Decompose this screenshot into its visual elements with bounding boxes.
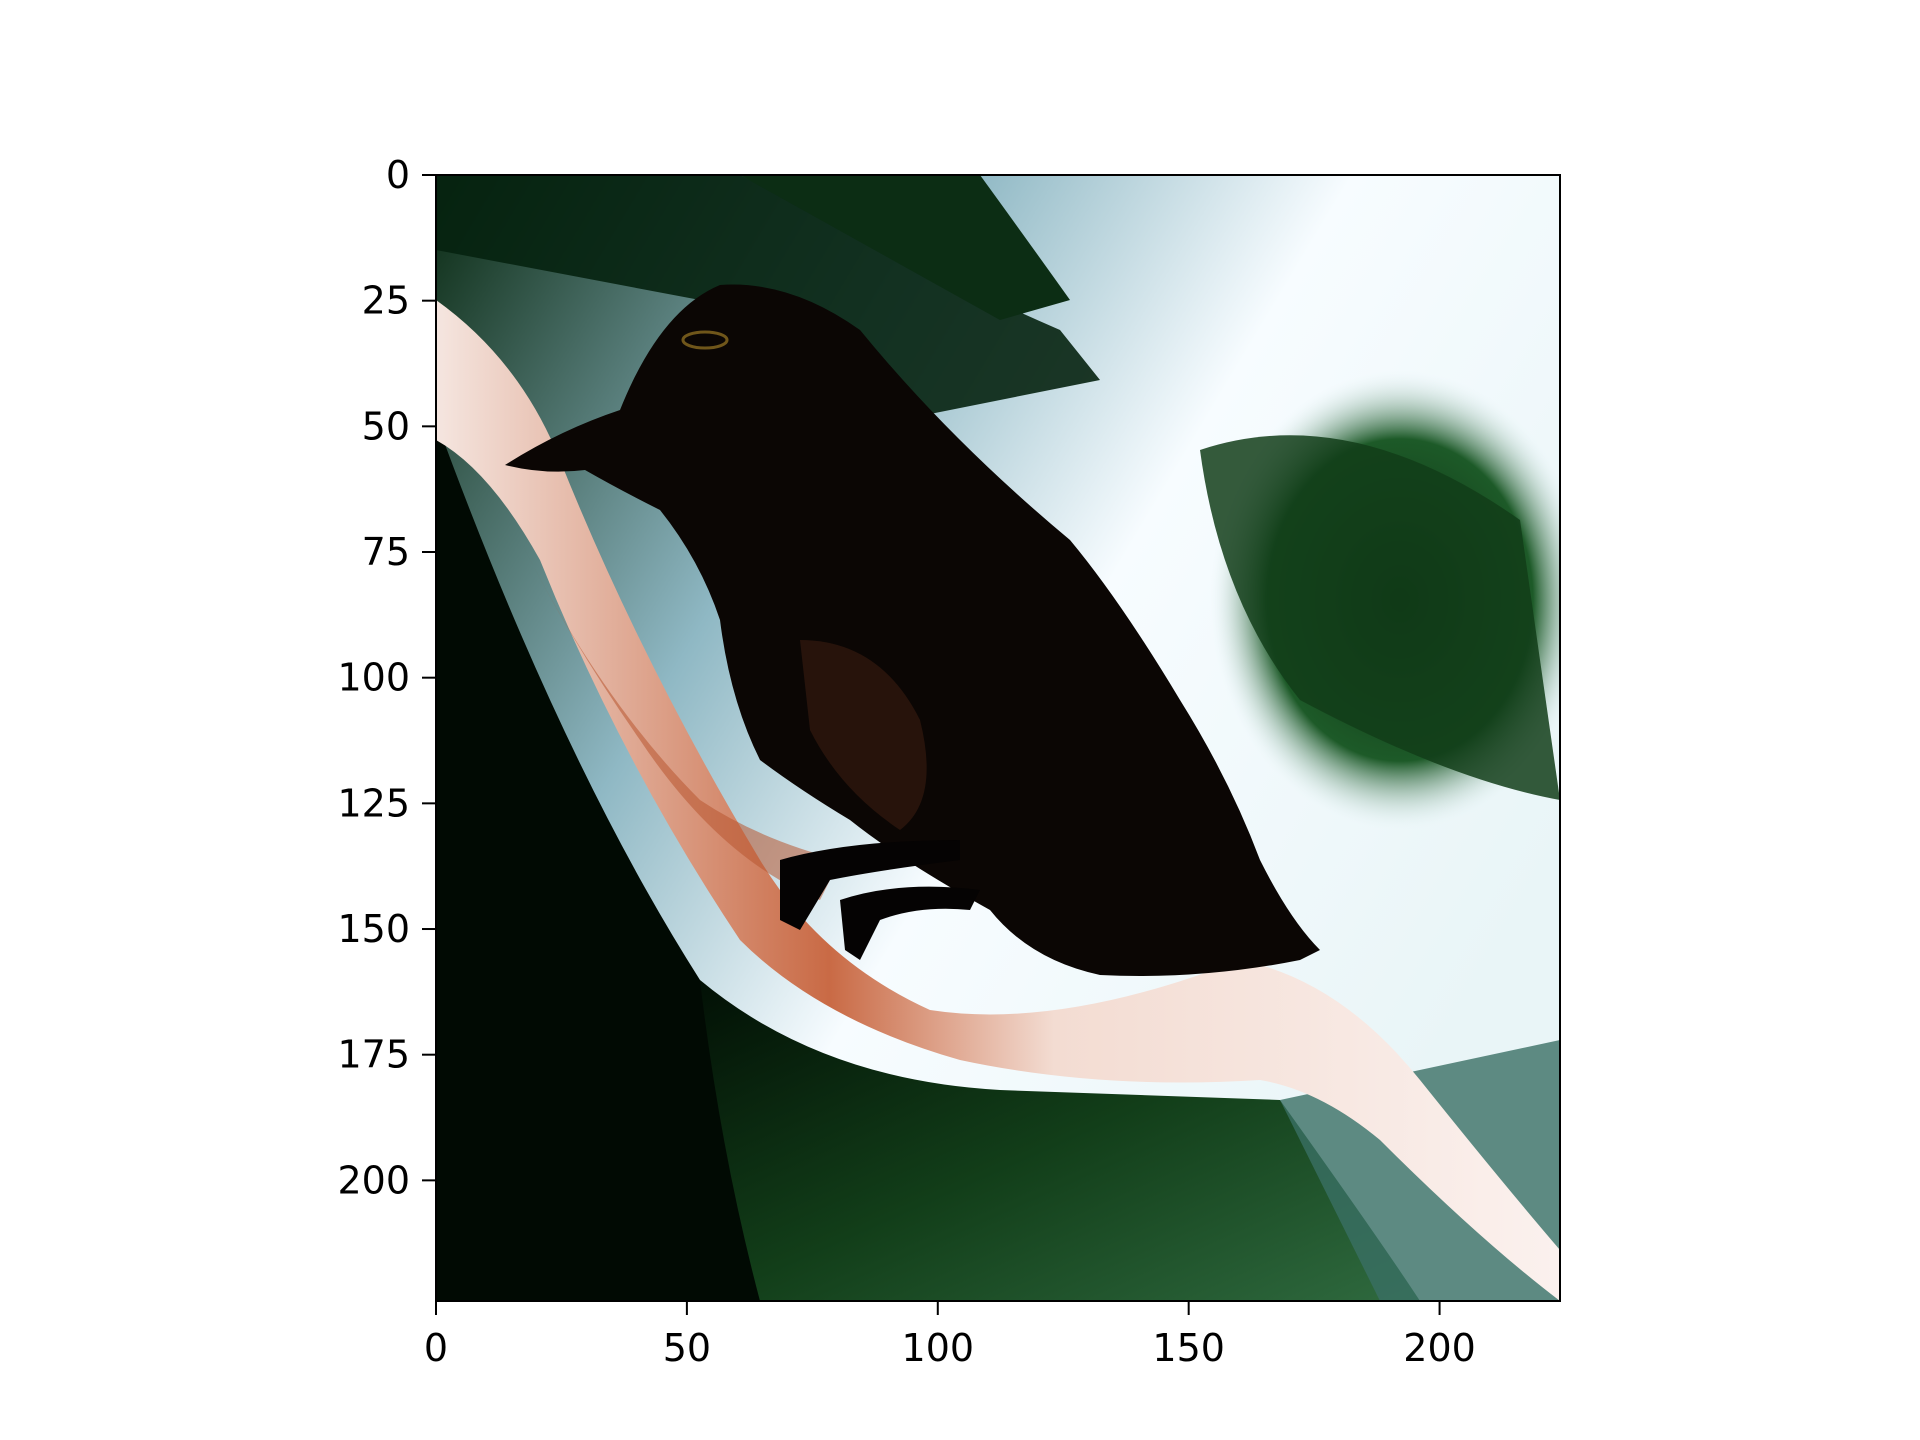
- x-tick-label: 50: [663, 1326, 711, 1370]
- y-tick-label: 100: [337, 656, 410, 700]
- y-axis: 0 25 50 75 100 125 150 175 200: [337, 153, 436, 1202]
- x-tick-label: 200: [1403, 1326, 1476, 1370]
- y-tick-label: 150: [337, 907, 410, 951]
- plot-frame: [435, 174, 1561, 1302]
- x-tick-label: 100: [902, 1326, 975, 1370]
- x-tick-label: 150: [1152, 1326, 1225, 1370]
- y-tick-label: 200: [337, 1158, 410, 1202]
- y-tick-label: 125: [337, 781, 410, 825]
- y-tick-label: 25: [362, 279, 410, 323]
- y-tick-label: 75: [362, 530, 410, 574]
- y-tick-label: 0: [386, 153, 410, 197]
- bird-on-branch-image: [436, 175, 1560, 1301]
- y-tick-label: 175: [337, 1033, 410, 1077]
- x-tick-label: 0: [424, 1326, 448, 1370]
- y-tick-label: 50: [362, 404, 410, 448]
- x-axis: 0 50 100 150 200: [424, 1301, 1476, 1370]
